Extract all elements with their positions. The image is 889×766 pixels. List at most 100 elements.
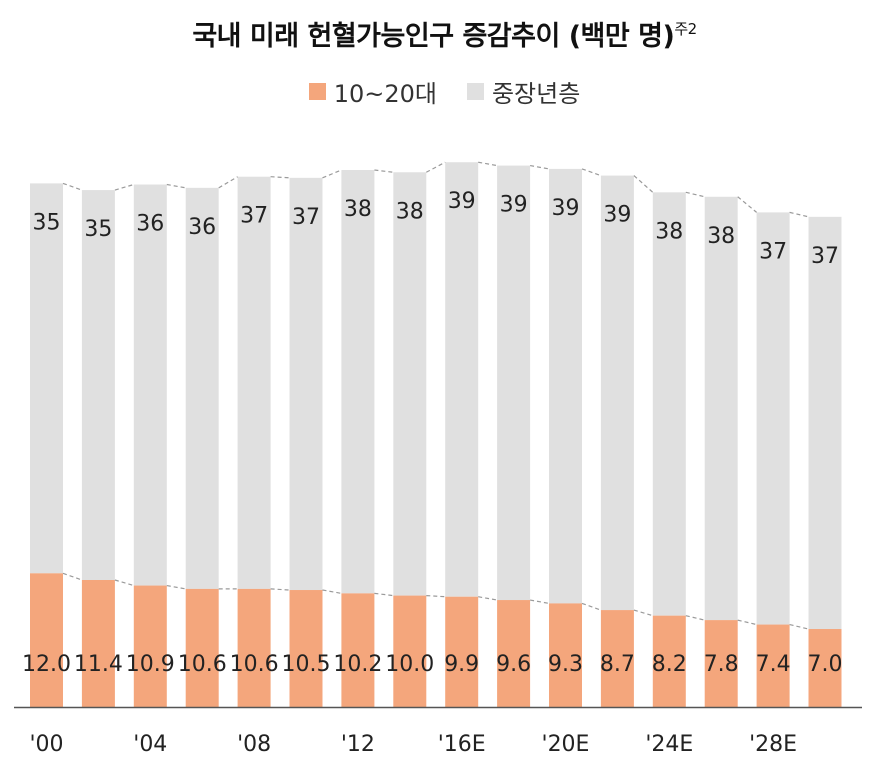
data-label-middle-aged: 37 [292,205,320,230]
data-label-middle-aged: 37 [811,244,839,269]
chart-title-text: 국내 미래 헌혈가능인구 증감추이 (백만 명) [192,21,675,52]
data-label-youth: 7.0 [808,652,843,677]
data-label-middle-aged: 39 [500,193,528,218]
connector-line-youth [478,596,498,601]
connector-line-middle-aged [478,161,498,167]
bar-youth [445,596,479,707]
connector-line-youth [114,579,134,587]
bar-middle-aged [652,192,686,616]
data-label-middle-aged: 38 [707,224,735,249]
data-label-youth: 7.8 [704,652,739,677]
bar-middle-aged [393,172,427,596]
x-tick-label: '00 [29,732,63,757]
x-tick-label: '04 [133,732,167,757]
data-label-youth: 10.5 [282,652,331,677]
data-label-middle-aged: 38 [655,219,683,244]
connector-line-youth [529,599,550,604]
data-label-youth: 12.0 [22,652,71,677]
bar-middle-aged [341,170,375,594]
connector-line-youth [737,619,757,626]
bar-youth [133,585,167,707]
bar-youth [393,595,427,707]
data-label-middle-aged: 39 [603,203,631,228]
bar-youth [808,629,842,707]
bar-youth [341,593,375,707]
x-tick-label: '08 [237,732,271,757]
bar-youth [30,573,63,707]
connector-line-youth [685,615,705,621]
connector-line-middle-aged [322,169,342,179]
x-tick-label: '16E [438,732,486,757]
bar-youth [600,610,634,707]
data-label-youth: 10.6 [178,652,227,677]
data-label-middle-aged: 35 [84,217,112,242]
legend-swatch-youth [308,83,326,100]
data-label-youth: 9.9 [444,652,479,677]
bar-youth [81,579,115,707]
chart-title: 국내 미래 헌혈가능인구 증감추이 (백만 명)주2 [0,14,889,53]
legend-item-middle-aged: 중장년층 [466,74,581,109]
data-label-youth: 10.0 [385,652,434,677]
connector-line-middle-aged [685,191,705,198]
bar-middle-aged [30,183,63,574]
data-label-middle-aged: 36 [136,212,164,237]
data-label-youth: 9.3 [548,652,583,677]
bar-middle-aged [756,212,790,625]
data-label-middle-aged: 36 [188,215,216,240]
bar-middle-aged [704,196,738,621]
title-footnote-marker: 주2 [674,20,697,38]
connector-line-middle-aged [374,169,394,173]
legend-swatch-middle-aged [466,83,484,100]
bar-middle-aged [497,165,531,601]
x-tick-label: '20E [542,732,590,757]
legend-item-youth: 10~20대 [308,74,437,109]
connector-line-middle-aged [426,161,446,173]
data-label-middle-aged: 38 [396,199,424,224]
connector-line-middle-aged [270,176,290,179]
data-label-youth: 10.9 [126,652,175,677]
connector-line-middle-aged [166,183,186,189]
legend-label-middle-aged: 중장년층 [491,80,581,108]
bar-youth [652,615,686,707]
connector-line-youth [581,602,602,611]
bar-youth [756,624,790,707]
bar-middle-aged [549,168,582,604]
connector-line-middle-aged [581,168,602,177]
bar-youth [549,603,582,707]
bar-middle-aged [289,177,323,591]
data-label-youth: 7.4 [756,652,791,677]
bar-middle-aged [600,175,634,611]
connector-line-middle-aged [62,182,83,191]
connector-line-middle-aged [218,176,238,189]
data-label-middle-aged: 37 [759,239,787,264]
data-label-middle-aged: 35 [33,210,61,235]
bar-middle-aged [81,190,115,580]
data-label-youth: 9.6 [496,652,531,677]
data-label-middle-aged: 39 [552,196,580,221]
data-label-middle-aged: 37 [240,204,268,229]
connector-line-middle-aged [789,211,809,218]
bar-middle-aged [445,162,479,597]
bar-middle-aged [185,187,219,589]
connector-line-middle-aged [737,196,757,213]
connector-line-youth [789,623,809,630]
data-label-middle-aged: 39 [448,189,476,214]
connector-line-youth [633,609,653,617]
bar-youth [497,600,531,707]
connector-line-middle-aged [114,183,134,191]
bar-youth [289,590,323,707]
data-label-youth: 8.7 [600,652,635,677]
connector-line-youth [322,589,342,594]
data-label-youth: 10.6 [230,652,279,677]
legend: 10~20대 중장년층 [0,74,889,109]
data-label-youth: 11.4 [74,652,123,677]
bar-middle-aged [808,216,842,630]
bar-middle-aged [133,184,167,586]
connector-line-youth [270,588,290,591]
x-tick-label: '24E [645,732,693,757]
connector-line-middle-aged [633,175,654,193]
bar-youth [185,588,219,707]
bar-youth [237,588,271,707]
bar-youth [704,620,738,707]
